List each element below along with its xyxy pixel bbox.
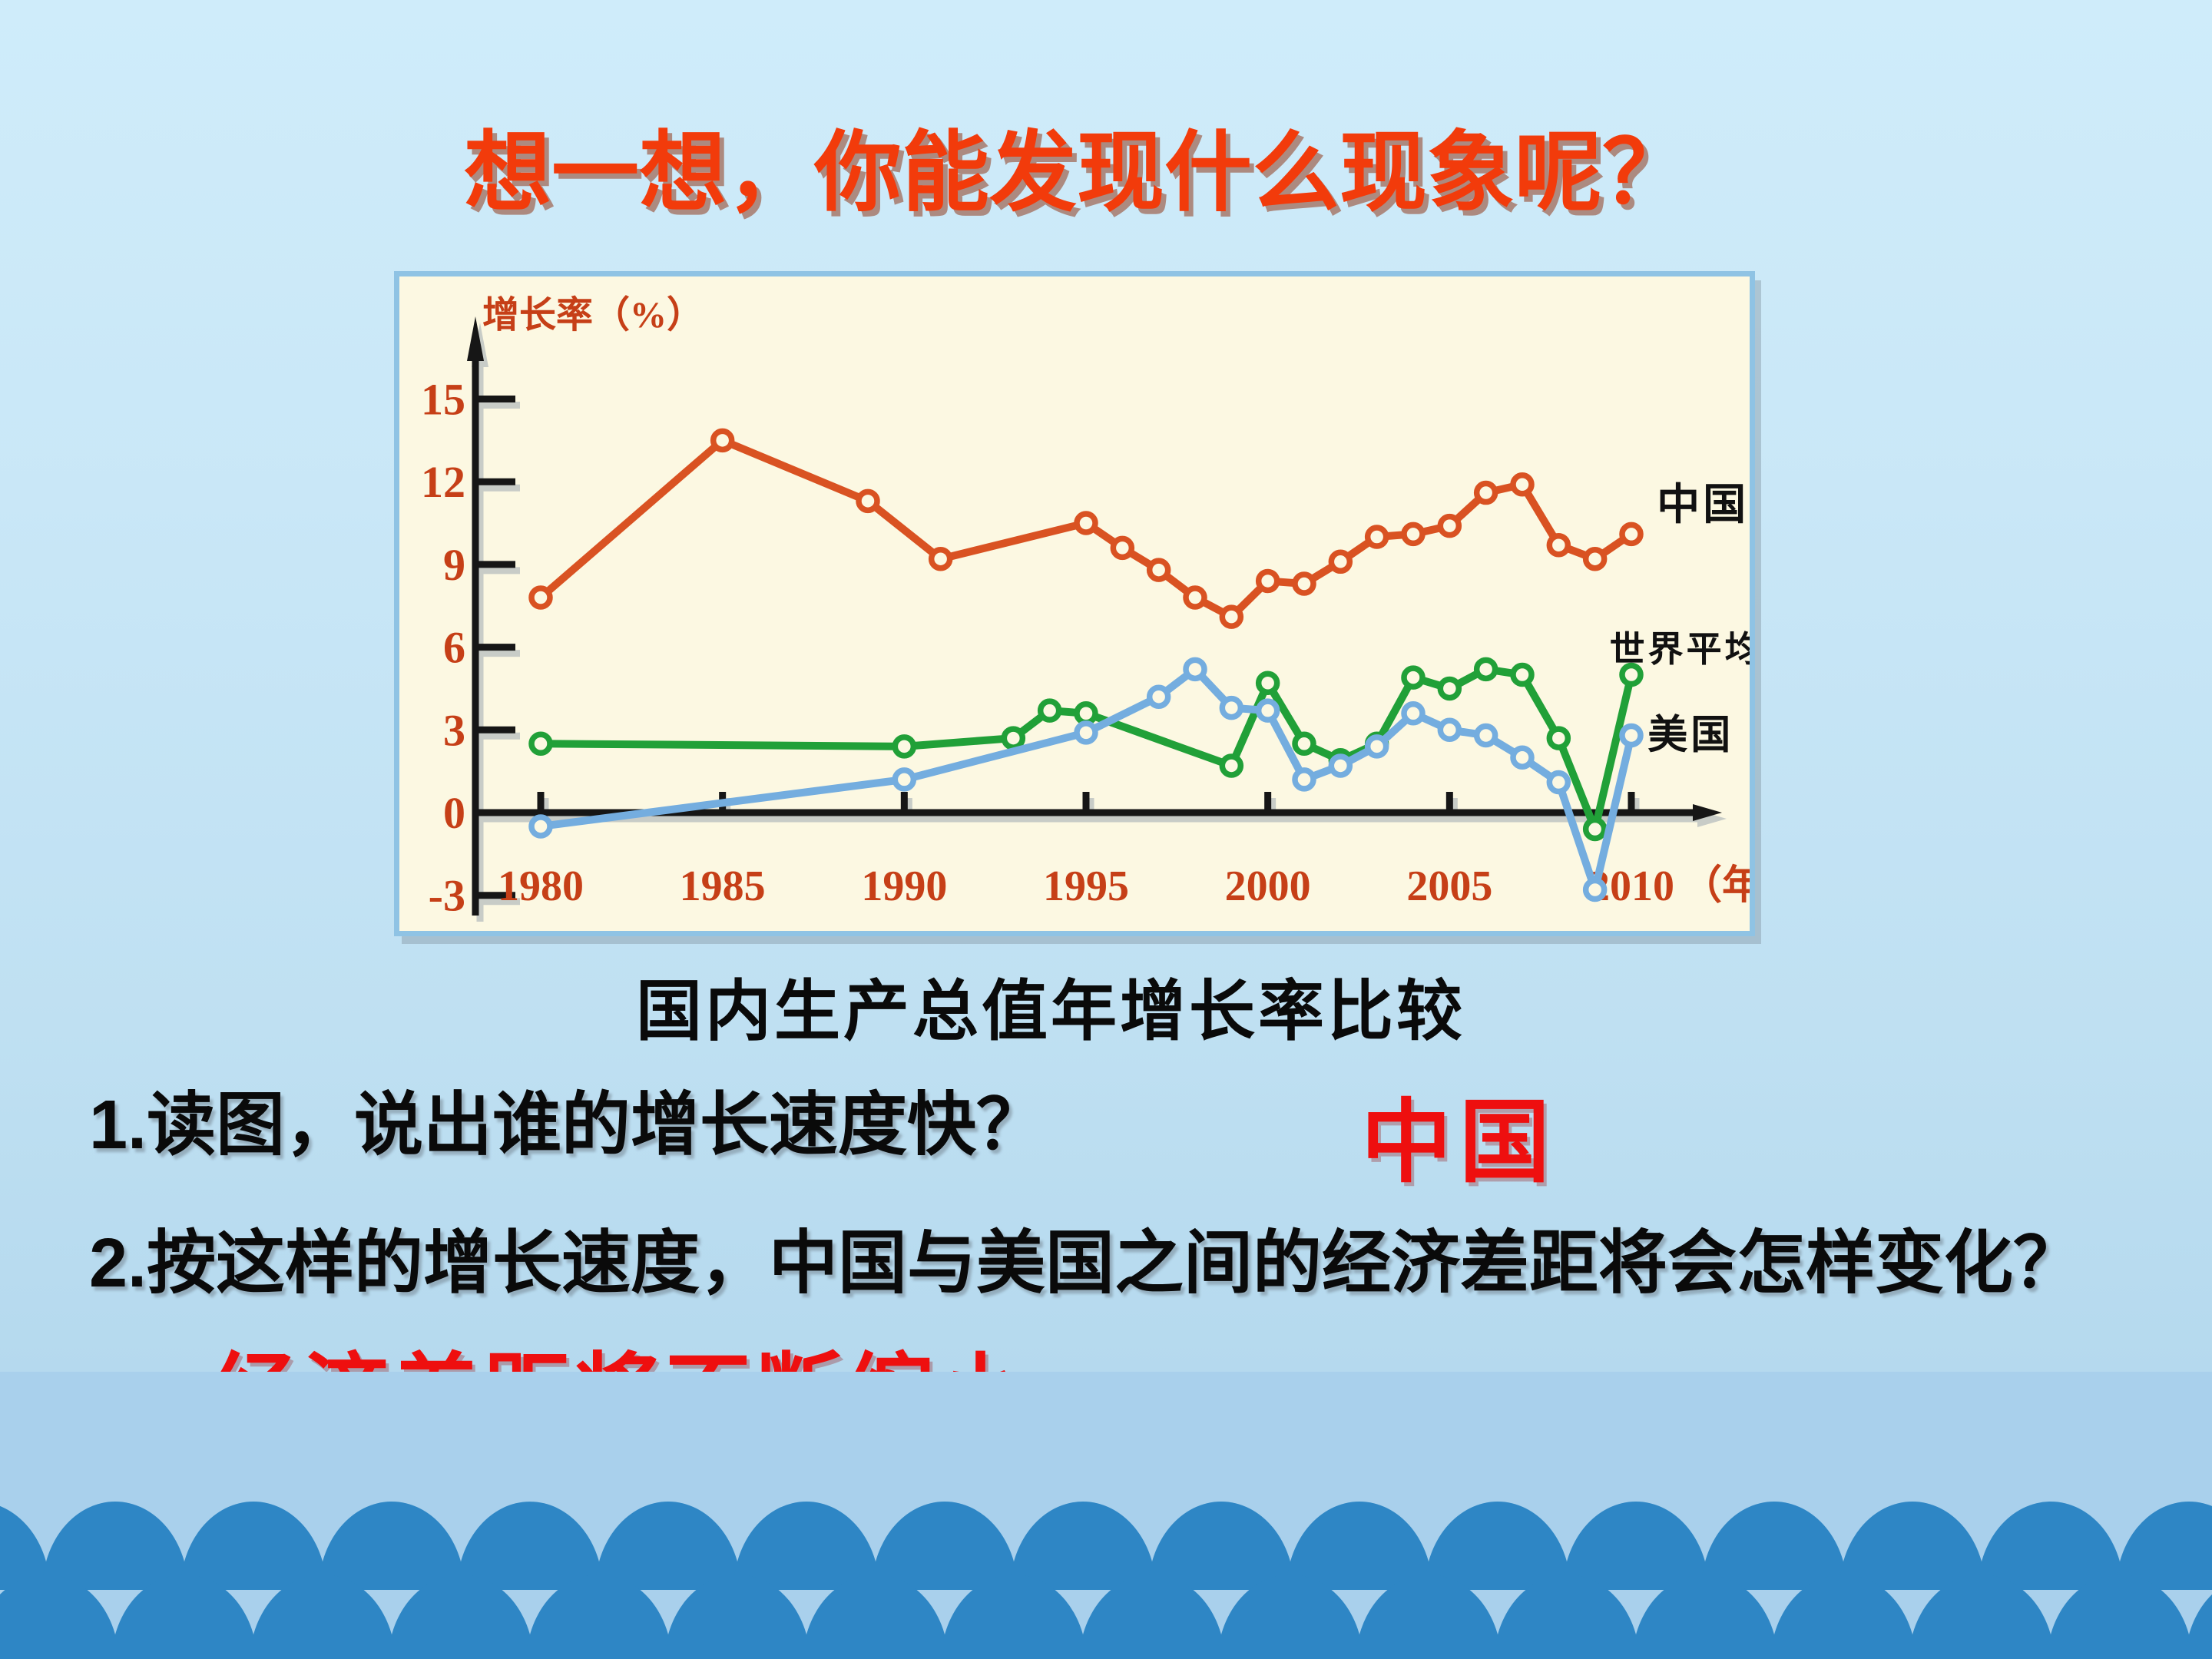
question-1-text: 读图，说出谁的增长速度快？ bbox=[147, 1087, 1046, 1164]
wave-decoration bbox=[0, 1502, 2212, 1659]
svg-text:9: 9 bbox=[443, 540, 465, 590]
svg-text:2000: 2000 bbox=[1225, 863, 1311, 910]
svg-text:15: 15 bbox=[421, 375, 465, 425]
svg-text:1990: 1990 bbox=[861, 863, 947, 910]
chart-figure: 增长率（%） 15 12 9 6 3 0 -3 1980 1985 1990 1995 2000 2005… bbox=[394, 271, 1755, 936]
svg-text:0: 0 bbox=[443, 788, 465, 838]
gdp-growth-chart: 增长率（%） 15 12 9 6 3 0 -3 1980 1985 1990 1995 2000 2005… bbox=[421, 295, 1750, 922]
page-title: 想一想，你能发现什么现象呢？ bbox=[464, 124, 1690, 222]
question-2-text: 按这样的增长速度，中国与美国之间的经济差距将会怎样变化？ bbox=[147, 1225, 2083, 1302]
svg-text:（年）: （年） bbox=[1682, 863, 1750, 908]
question-1: 1.读图，说出谁的增长速度快？ bbox=[89, 1089, 1045, 1162]
svg-text:1980: 1980 bbox=[498, 863, 584, 910]
svg-text:6: 6 bbox=[443, 623, 465, 673]
question-2: 2.按这样的增长速度，中国与美国之间的经济差距将会怎样变化？ bbox=[89, 1227, 2082, 1300]
chart-caption: 国内生产总值年增长率比较 bbox=[636, 975, 1465, 1048]
svg-text:中国: 中国 bbox=[1657, 482, 1749, 529]
svg-text:世界平均: 世界平均 bbox=[1610, 630, 1750, 669]
svg-text:美国: 美国 bbox=[1647, 713, 1734, 757]
svg-text:1995: 1995 bbox=[1043, 863, 1129, 910]
svg-text:3: 3 bbox=[443, 705, 465, 755]
question-2-number: 2. bbox=[89, 1225, 147, 1302]
svg-text:2005: 2005 bbox=[1406, 863, 1492, 910]
svg-text:-3: -3 bbox=[429, 871, 465, 921]
svg-text:增长率（%）: 增长率（%） bbox=[482, 295, 704, 336]
question-1-number: 1. bbox=[89, 1087, 147, 1164]
svg-text:12: 12 bbox=[421, 457, 465, 507]
svg-text:1985: 1985 bbox=[680, 863, 766, 910]
answer-1: 中国 bbox=[1361, 1093, 1558, 1194]
